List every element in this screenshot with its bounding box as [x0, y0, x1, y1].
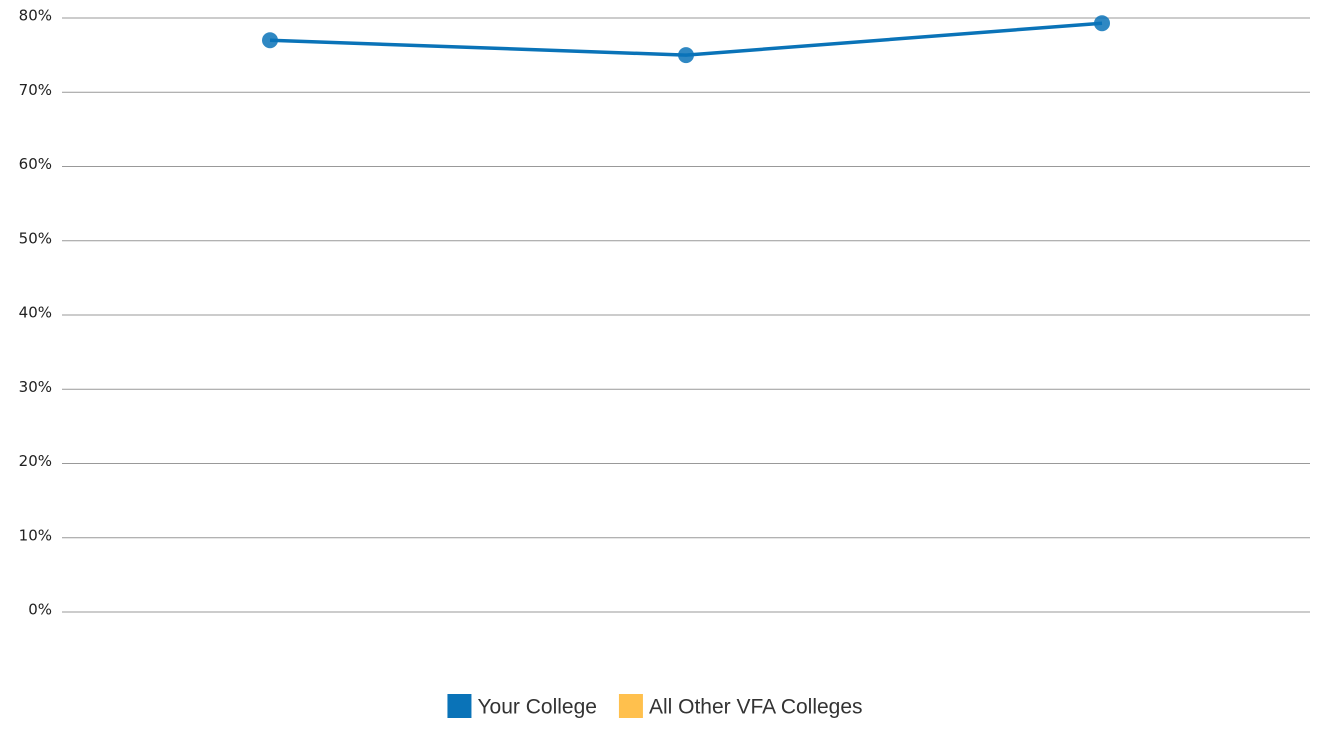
y-tick-label: 70% — [19, 81, 52, 99]
y-tick-label: 80% — [19, 7, 52, 25]
legend-swatch — [618, 694, 643, 718]
data-point — [1094, 15, 1110, 32]
y-tick-label: 0% — [28, 601, 52, 619]
y-tick-label: 40% — [19, 304, 52, 322]
y-tick-label: 20% — [19, 452, 52, 470]
legend-text: All Other VFA Colleges — [649, 696, 863, 719]
y-tick-label: 50% — [19, 229, 52, 247]
data-point — [678, 47, 694, 64]
legend-text: Your College — [477, 696, 596, 719]
legend-swatch — [447, 694, 472, 718]
y-tick-label: 30% — [19, 378, 52, 396]
data-point — [262, 32, 278, 49]
y-tick-label: 10% — [19, 526, 52, 544]
y-tick-label: 60% — [19, 155, 52, 173]
